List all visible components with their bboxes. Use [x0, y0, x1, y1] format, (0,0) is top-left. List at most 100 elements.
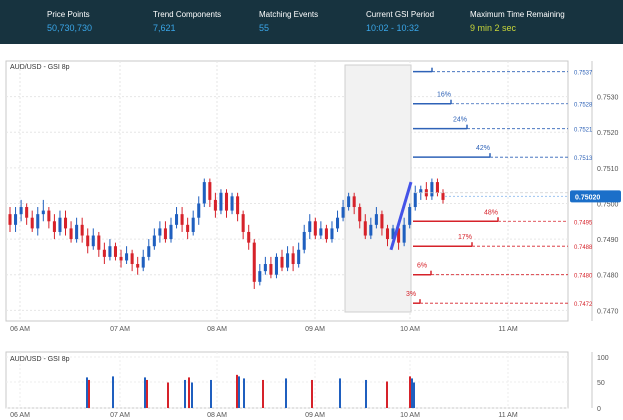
candle-body	[286, 253, 290, 268]
candle-body	[147, 246, 151, 257]
y-tick-label: 0.7520	[597, 130, 619, 137]
candle-body	[163, 228, 167, 240]
candle-body	[102, 249, 106, 257]
level-price-label: 0.7513	[574, 156, 593, 162]
volume-bar	[86, 377, 88, 408]
candle-body	[269, 264, 273, 275]
candle-body	[335, 217, 340, 229]
volume-bar	[409, 376, 411, 408]
candle-body	[75, 224, 79, 240]
x-tick-label: 09 AM	[305, 326, 325, 333]
candle-body	[313, 221, 317, 236]
volume-bar	[236, 374, 238, 408]
chart-title: AUD/USD - GSI 8p	[10, 64, 70, 71]
candle-body	[441, 192, 445, 200]
current-price-label: 0.75020	[575, 194, 600, 201]
stat-label: Trend Components	[153, 10, 222, 19]
candle-body	[391, 228, 395, 240]
candle-body	[408, 207, 412, 225]
candle-body	[297, 249, 301, 265]
volume-bar	[386, 381, 388, 408]
candle-body	[258, 271, 262, 282]
candle-body	[125, 253, 129, 261]
candle-body	[25, 207, 29, 218]
candle-body	[169, 224, 173, 240]
y-tick-label: 0.7500	[597, 201, 619, 208]
volume-chart-panel[interactable]: 100 50 0 06 AM 07 AM 08 AM 09 AM 10 AM 11 AM AUD/…	[0, 350, 623, 420]
volume-bar	[191, 382, 193, 408]
current-price-badge	[570, 190, 621, 203]
candle-body	[175, 214, 179, 225]
candle-body	[136, 264, 140, 268]
candle-body	[208, 182, 212, 200]
plot-area	[5, 60, 569, 322]
candle-body	[369, 224, 373, 236]
candle-body	[219, 192, 223, 211]
candle-body	[41, 210, 45, 215]
x-tick-label: 07 AM	[110, 326, 130, 333]
y-tick-label: 50	[597, 380, 605, 387]
candle-body	[230, 196, 234, 211]
candle-body	[113, 246, 118, 257]
x-tick-label: 11 AM	[498, 326, 517, 333]
x-tick-label: 06 AM	[10, 326, 30, 333]
candle-body	[341, 207, 345, 218]
candle-body	[291, 253, 295, 265]
candle-body	[324, 228, 328, 240]
volume-bar	[210, 379, 212, 408]
candle-body	[14, 214, 18, 225]
candle-body	[97, 235, 101, 250]
y-tick-label: 100	[597, 355, 609, 362]
x-tick-label: 08 AM	[207, 326, 227, 333]
level-percent-label: 48%	[484, 209, 498, 216]
candle-body	[397, 228, 401, 243]
candle-body	[152, 235, 156, 247]
candle-body	[252, 242, 256, 282]
level-percent-label: 24%	[453, 117, 467, 124]
level-percent-label: 42%	[476, 145, 490, 152]
candle-body	[430, 182, 434, 197]
candle-body	[58, 217, 62, 232]
x-tick-label: 07 AM	[110, 412, 130, 419]
candle-body	[47, 210, 51, 222]
candle-body	[363, 221, 367, 236]
candle-body	[80, 224, 84, 236]
candle-body	[241, 214, 245, 232]
candle-body	[213, 199, 217, 211]
candle-body	[236, 196, 240, 215]
level-percent-label: 17%	[458, 234, 472, 241]
x-tick-label: 06 AM	[10, 412, 30, 419]
candle-body	[319, 228, 323, 236]
y-tick-label: 0.7470	[597, 308, 619, 315]
stat-value: 7,621	[153, 23, 176, 33]
candle-body	[374, 214, 378, 225]
candle-body	[435, 182, 439, 193]
volume-bar	[411, 378, 413, 408]
x-tick-label: 11 AM	[498, 412, 517, 419]
volume-title: AUD/USD - GSI 8p	[10, 356, 70, 363]
candle-body	[108, 246, 112, 257]
candle-body	[330, 228, 334, 240]
candle-body	[63, 217, 68, 229]
candle-body	[263, 264, 267, 272]
candle-body	[402, 224, 406, 243]
candle-body	[158, 228, 162, 236]
volume-bar	[365, 379, 367, 408]
y-tick-label: 0.7510	[597, 166, 619, 173]
stat-0: Price Points 50,730,730	[47, 10, 92, 33]
y-tick-label: 0.7480	[597, 273, 619, 280]
volume-bar	[413, 382, 415, 408]
candle-body	[36, 214, 40, 229]
price-chart-panel[interactable]: 0.7530 0.7520 0.7510 0.7500 0.7490 0.7480 0.74…	[0, 55, 623, 342]
candle-body	[86, 235, 90, 247]
candle-body	[247, 231, 251, 243]
stat-label: Maximum Time Remaining	[470, 10, 565, 19]
candle-body	[352, 196, 356, 208]
stats-header: Price Points 50,730,730 Trend Components 7,…	[0, 0, 623, 44]
level-price-label: 0.7528	[574, 103, 593, 109]
stat-4: Maximum Time Remaining 9 min 2 sec	[470, 10, 565, 33]
candle-body	[302, 231, 306, 250]
candle-body	[202, 182, 206, 204]
candle-body	[91, 235, 95, 247]
candle-body	[186, 224, 190, 232]
